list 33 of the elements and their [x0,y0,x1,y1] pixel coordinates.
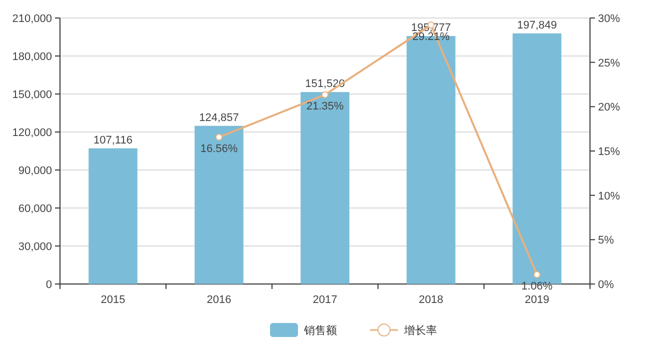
x-tick-label: 2018 [418,294,444,306]
y2-tick-label: 5% [598,234,614,247]
y-tick-label: 0 [46,279,52,291]
point [322,91,328,98]
data-label: 197,849 [517,19,557,32]
legend-label: 销售额 [303,324,337,337]
data-label: 16.56% [200,143,238,156]
data-label: 107,116 [94,134,132,146]
x-tick-label: 2017 [312,294,338,306]
x-tick-label: 2016 [206,294,232,306]
legend-label: 增长率 [403,324,437,337]
bar [88,148,138,284]
y-tick-label: 120,000 [12,127,52,139]
y-tick-label: 180,000 [12,51,52,63]
y-tick-label: 30,000 [18,241,52,253]
y2-tick-label: 30% [598,13,620,25]
x-tick-label: 2015 [100,294,126,306]
y-tick-label: 150,000 [12,89,52,101]
y-tick-label: 210,000 [12,13,52,25]
point [534,271,540,278]
data-label: 21.35% [306,100,344,113]
bar [194,126,244,284]
y2-tick-label: 10% [598,190,620,202]
y-tick-label: 60,000 [18,203,52,215]
bar [300,92,350,284]
point [216,134,222,141]
y2-tick-label: 0% [598,279,614,291]
y-tick-label: 90,000 [18,165,52,177]
y2-tick-label: 20% [598,102,620,114]
x-tick-label: 2019 [524,294,550,306]
y2-tick-label: 25% [598,57,620,70]
y2-tick-label: 15% [598,146,620,158]
data-label: 124,857 [199,112,239,124]
